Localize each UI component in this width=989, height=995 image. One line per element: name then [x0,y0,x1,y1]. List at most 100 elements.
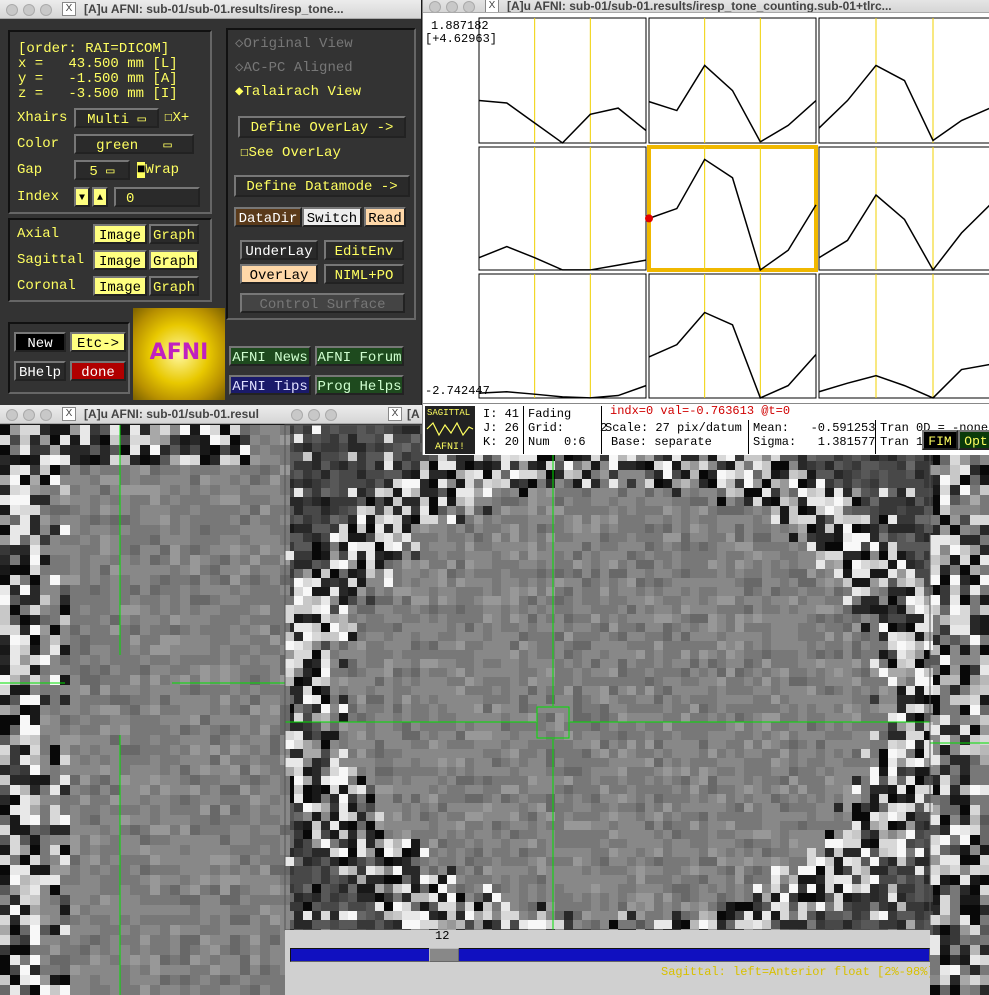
image-pixels [0,425,989,995]
separator [601,406,602,454]
coord: x = 43.500 mm [L] [18,56,178,72]
crosshair-box [536,706,570,739]
arrow-down[interactable]: ▼ [74,187,90,207]
button[interactable]: DataDir [234,207,302,227]
button[interactable]: Switch [302,207,362,227]
response-curve [478,245,647,271]
separator [875,420,876,454]
title-bar: X [A]u AFNI: sub-01/sub-01.results/iresp_… [423,0,989,13]
center-image-window: X [A [285,405,435,425]
label: Gap [17,162,43,178]
response-curve [818,363,989,399]
button[interactable]: NIML+PO [324,264,404,284]
info: J: 26 [483,421,520,435]
image-button[interactable]: Image [93,250,147,270]
label: Index [17,189,60,205]
y-max-label: 1.887182 [431,19,489,33]
button[interactable]: Define OverLay -> [238,116,406,138]
value: Multi [87,112,130,128]
checkbox[interactable]: ■Wrap [137,162,180,178]
title-bar: X [A]u AFNI: sub-01/sub-01.resul [0,405,285,424]
graph-cell [478,146,647,271]
radio[interactable]: ◇AC-PC Aligned [235,60,353,76]
info: Mean: -0.591253 [753,421,876,435]
range-label: [+4.62963] [425,32,498,46]
radio[interactable]: ◇Original View [235,36,353,52]
panel [226,28,416,320]
logo[interactable]: AFNI [133,308,225,400]
label: Wrap [145,162,180,178]
arrow-up[interactable]: ▲ [92,187,108,207]
index-field[interactable]: 0 [114,187,200,207]
button[interactable]: OverLay [240,264,318,284]
panel [8,322,130,394]
checkbox[interactable]: ☐X+ [164,110,190,126]
label: Color [17,136,60,152]
panel [8,30,212,214]
radio[interactable]: ◆Talairach View [235,84,362,100]
button[interactable]: Prog Helps [315,375,404,395]
info: K: 20 [483,435,520,449]
response-curve [478,384,647,399]
button[interactable]: EditEnv [324,240,404,260]
y-min-label: -2.742447 [425,384,490,398]
button[interactable]: FIM [922,430,958,450]
button[interactable]: New [14,332,66,352]
button[interactable]: Control Surface [240,293,405,313]
logo-text: AFNI! [435,442,466,453]
dropdown[interactable]: 5 ▭ [74,160,130,180]
graph-cell [648,17,817,144]
value: 5 [89,164,98,180]
graph-canvas [478,17,989,399]
image-pixels [10,425,989,995]
info: Sigma: 1.381577 [753,435,876,449]
slice-number: 12 [435,930,450,943]
label: Xhairs [17,110,68,126]
logo-wave [426,421,474,437]
coord: y = -1.500 mm [A] [18,71,178,87]
button[interactable]: UnderLay [240,240,318,260]
image-button[interactable]: Image [93,224,147,244]
slice-slider[interactable] [290,948,930,962]
logo-text: AFNI [149,340,209,365]
checkbox[interactable]: ☐See OverLay [240,145,341,161]
slider-knob[interactable] [429,948,459,962]
info: indx=0 val=-0.763613 @t=0 [610,404,791,418]
button[interactable]: Opt [958,430,989,450]
graph-window: X [A]u AFNI: sub-01/sub-01.results/iresp_… [422,0,989,455]
button[interactable]: AFNI Forum [315,346,404,366]
window-title: [A]u AFNI: sub-01/sub-01.results/iresp_t… [84,2,344,16]
sagittal-logo[interactable]: SAGITTAL AFNI! [425,406,475,454]
response-curve [818,64,989,142]
info-strip: SAGITTAL AFNI! I: 41 J: 26 K: 20 Fading … [423,403,989,455]
info: Grid: 2 [528,421,608,435]
graph-cell [648,273,817,399]
separator [748,420,749,454]
button[interactable]: done [70,361,126,381]
info: I: 41 [483,407,520,421]
label: Original View [243,36,353,52]
button[interactable]: AFNI Tips [229,375,311,395]
button[interactable]: Read [364,207,406,227]
dropdown[interactable]: green ▭ [74,134,194,154]
graph-button[interactable]: Graph [149,276,199,296]
graph-cell [478,273,647,399]
graph-cell [478,17,647,144]
title-bar: X [A [285,405,435,424]
button[interactable]: Define Datamode -> [234,175,410,197]
image-button[interactable]: Image [93,276,147,296]
window-title: [A]u AFNI: sub-01/sub-01.resul [84,407,259,421]
info: Fading [528,407,572,421]
button[interactable]: AFNI News [229,346,311,366]
graph-button[interactable]: Graph [149,224,199,244]
response-curve [648,158,817,272]
dropdown[interactable]: Multi ▭ [74,108,159,128]
graph-button[interactable]: Graph [149,250,199,270]
image-pixels [0,425,989,995]
button[interactable]: Etc-> [70,332,126,352]
coord: z = -3.500 mm [I] [18,86,178,102]
current-point [645,214,653,223]
info: Base: separate [611,435,712,449]
button[interactable]: BHelp [14,361,66,381]
